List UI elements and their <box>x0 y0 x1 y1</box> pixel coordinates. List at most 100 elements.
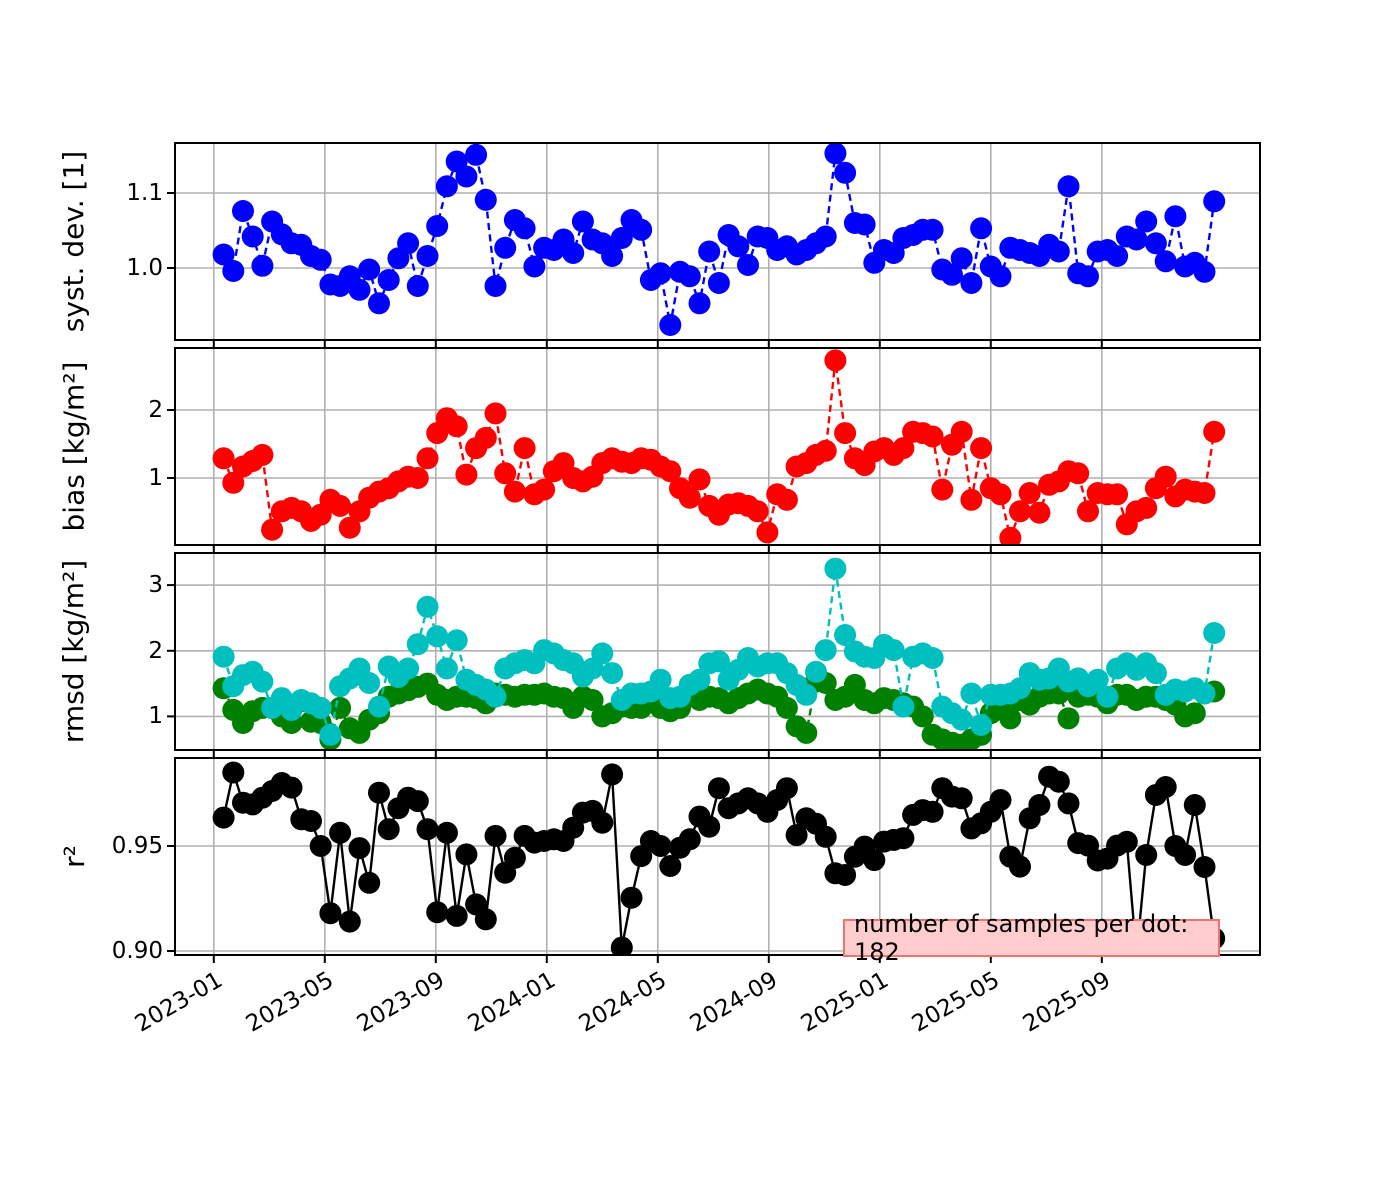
r2-point <box>814 825 837 848</box>
systdev-plot <box>167 142 1261 348</box>
r2-point <box>1183 794 1206 816</box>
bias-point <box>222 471 245 494</box>
rmsd-cyan-point <box>212 645 235 668</box>
syst-dev-point <box>1077 265 1099 288</box>
bias-point <box>212 447 235 470</box>
bias-point <box>1106 483 1129 506</box>
r2-point <box>416 818 439 841</box>
syst-dev-point <box>853 213 876 236</box>
bias-point <box>892 437 915 460</box>
y-tick-label: 2 <box>148 397 163 424</box>
syst-dev-point <box>368 292 390 315</box>
syst-dev-point <box>941 263 963 286</box>
bias-point <box>484 402 507 425</box>
bias-plot <box>167 347 1261 553</box>
r2-point <box>1057 792 1080 815</box>
bias-point <box>960 488 983 511</box>
syst-dev-point <box>698 240 721 263</box>
rmsd-cyan-point <box>251 670 274 693</box>
bias-point <box>688 468 711 491</box>
series-group <box>212 143 1226 336</box>
r2-point <box>1174 844 1197 866</box>
y-tick-label: 1 <box>148 703 163 730</box>
r2-point <box>280 776 303 799</box>
bias-point <box>834 422 857 445</box>
r2-point <box>319 902 342 925</box>
bias-point <box>921 425 944 448</box>
axes-frame <box>174 552 1261 751</box>
rmsd-cyan-point <box>601 662 624 685</box>
rmsd-cyan-point <box>1203 622 1226 644</box>
r2-point <box>474 908 497 931</box>
rmsd-green-point <box>329 696 352 719</box>
rmsd-cyan-point <box>707 650 730 673</box>
series-group <box>212 349 1226 545</box>
series-group <box>212 557 1226 750</box>
r2-point <box>329 821 352 844</box>
syst-dev-point <box>1057 175 1080 198</box>
syst-dev-point <box>601 245 624 267</box>
syst-dev-point <box>435 175 458 198</box>
bias-point <box>1018 482 1041 504</box>
bias-point <box>931 478 954 501</box>
r2-point <box>775 777 798 800</box>
syst-dev-point <box>688 292 711 315</box>
bias-point <box>445 415 468 438</box>
r2-point <box>503 846 526 869</box>
bias-point <box>1077 500 1099 523</box>
y-tick-label: 0.95 <box>111 832 163 859</box>
rmsd-cyan-point <box>397 657 420 680</box>
syst-dev-point <box>970 217 993 240</box>
r2-point <box>892 827 915 850</box>
rmsd-cyan-point <box>445 629 468 652</box>
r2-point <box>834 864 857 886</box>
bias-point <box>659 460 682 483</box>
rmsd-cyan-point <box>649 668 672 691</box>
panel-systdev <box>167 142 1261 348</box>
r2-plot <box>167 757 1261 963</box>
r2-point <box>659 855 682 877</box>
rmsd-cyan-point <box>688 668 711 691</box>
syst-dev-point <box>1125 228 1148 251</box>
r2-point <box>1115 830 1138 853</box>
rmsd-cyan-point <box>319 723 342 746</box>
bias-point <box>251 443 274 466</box>
r2-point <box>300 810 322 832</box>
panel-bias <box>167 347 1261 553</box>
rmsd-cyan-point <box>416 595 439 618</box>
r2-point <box>863 849 886 872</box>
r2-point <box>426 901 449 924</box>
syst-dev-point <box>513 217 536 240</box>
y-tick-label: 1 <box>148 465 163 492</box>
y-tick-label: 1.0 <box>126 255 163 281</box>
syst-dev-point <box>630 218 653 241</box>
annotation-text: number of samples per dot: 182 <box>854 910 1189 966</box>
rmsd-cyan-point <box>358 672 381 694</box>
series-group <box>212 761 1226 955</box>
syst-dev-point <box>474 188 497 211</box>
syst-dev-point <box>707 272 730 294</box>
bias-point <box>455 463 478 486</box>
rmsd-green-point <box>911 705 934 728</box>
syst-dev-point <box>960 272 983 294</box>
syst-dev-point <box>649 262 672 285</box>
r2-point <box>435 821 458 844</box>
rmsd-cyan-point <box>950 708 973 731</box>
r2-point <box>610 936 633 955</box>
axes-frame <box>174 347 1261 546</box>
syst-dev-point <box>834 161 857 184</box>
r2-point <box>678 828 701 851</box>
syst-dev-point <box>1203 190 1226 213</box>
r2-point <box>1135 844 1158 866</box>
syst-dev-point <box>377 269 400 291</box>
bias-point <box>1135 496 1158 519</box>
r2-point <box>698 815 721 838</box>
bias-point <box>503 480 526 503</box>
syst-dev-point <box>232 200 254 222</box>
bias-point <box>814 439 837 462</box>
rmsd-green-point <box>795 721 818 744</box>
y-tick-label: 0.90 <box>111 938 163 964</box>
rmsd-green-point <box>1057 707 1080 730</box>
rmsd-cyan-point <box>1086 668 1109 691</box>
